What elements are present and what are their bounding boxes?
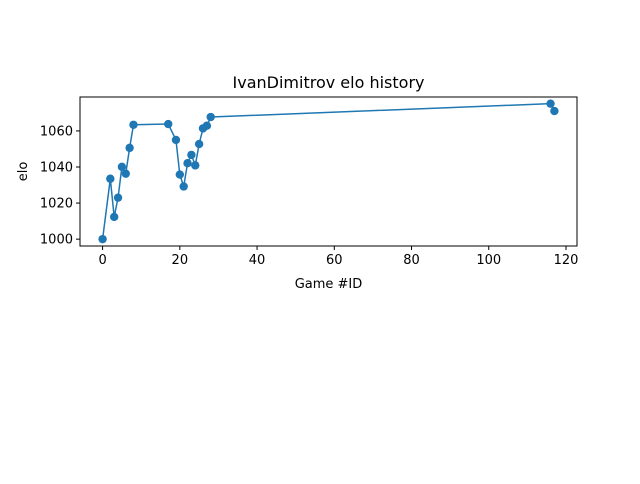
y-tick-label: 1060 [40,124,73,139]
data-point [106,174,115,183]
data-point [191,161,200,170]
data-point [125,143,134,153]
data-point [164,119,173,129]
x-axis-label: Game #ID [295,277,363,292]
data-point [109,212,119,222]
x-tick-label: 0 [98,253,106,268]
data-point [194,139,204,149]
data-point [171,135,181,145]
y-axis-label: elo [16,162,31,182]
data-point [98,234,107,244]
x-tick-label: 120 [554,253,579,268]
data-point [546,99,555,108]
x-tick-label: 60 [326,253,343,268]
y-tick-label: 1040 [40,160,73,175]
plot-area [98,99,559,244]
y-tick-label: 1020 [40,197,73,212]
data-point [175,170,185,179]
chart-title: IvanDimitrov elo history [233,73,425,92]
data-point [117,162,127,172]
data-point [187,150,196,160]
data-point [183,159,192,168]
x-tick-label: 100 [476,253,501,268]
data-point [550,106,559,116]
data-point [113,193,123,202]
data-point [179,182,188,191]
data-point [202,121,212,130]
axis-ticks: 0 20 40 60 80 100 120 1000 1020 1040 1060 [40,124,579,268]
x-tick-label: 80 [403,253,420,268]
data-point [129,120,138,129]
data-point [206,112,215,122]
axes-frame [79,96,578,247]
y-tick-label: 1000 [40,233,73,248]
data-point [121,169,130,178]
x-tick-label: 20 [172,253,189,268]
x-tick-label: 40 [249,253,266,268]
